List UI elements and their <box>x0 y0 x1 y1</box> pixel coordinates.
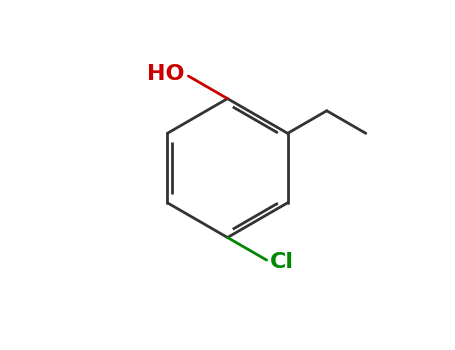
Text: HO: HO <box>147 64 185 84</box>
Text: Cl: Cl <box>270 252 294 272</box>
